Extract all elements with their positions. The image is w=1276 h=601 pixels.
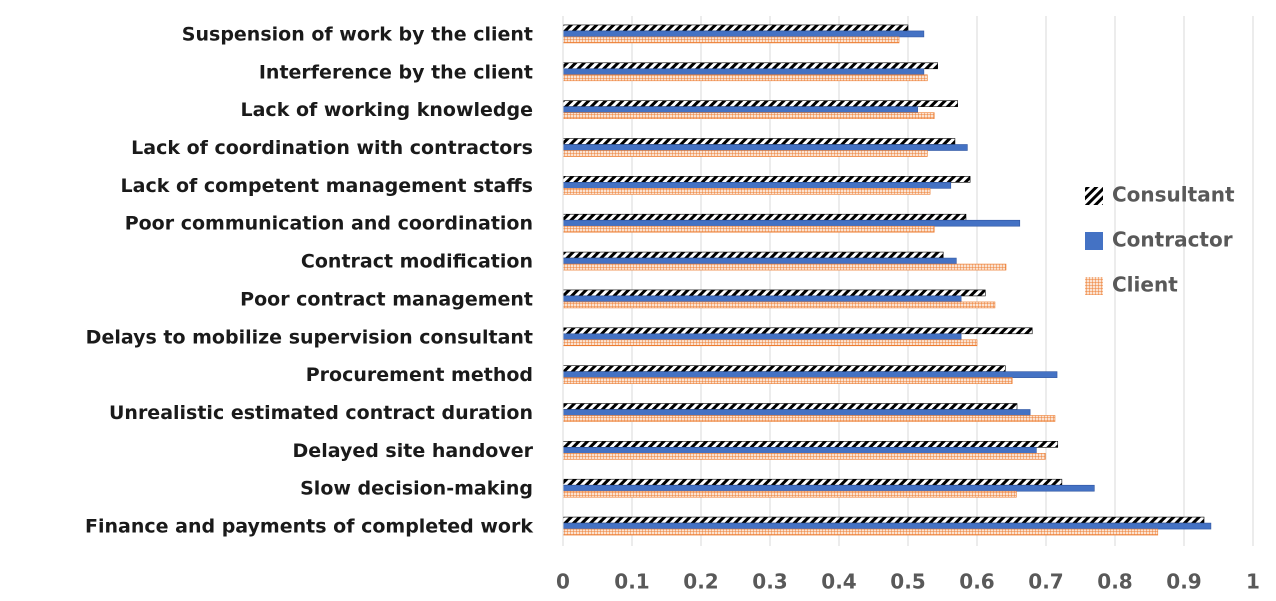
bar [562,176,971,183]
bar [562,371,1058,378]
bar [562,377,1013,384]
bar [562,68,925,76]
bar [562,403,1018,410]
category-label: Suspension of work by the client [182,23,533,45]
category-label: Delayed site handover [293,440,534,462]
bar [562,182,952,189]
x-tick-label: 0.2 [683,570,718,594]
x-tick-label: 0.4 [821,570,856,594]
legend-swatch [1085,187,1103,205]
bar [562,441,1059,448]
bar [562,409,1031,416]
bar [562,100,958,107]
x-tick-label: 0.9 [1166,570,1201,594]
category-label: Delays to mobilize supervision consultan… [86,326,533,348]
legend-label: Consultant [1112,183,1235,207]
category-label: Lack of coordination with contractors [131,137,533,159]
category-label: Poor communication and coordination [125,213,533,235]
bar [562,150,928,157]
bar [562,112,935,119]
category-label: Lack of competent management staffs [121,175,533,197]
legend-label: Contractor [1112,228,1233,252]
bar [562,528,1159,536]
bar [562,453,1046,460]
x-tick-label: 0.6 [959,570,994,594]
bar [562,339,978,347]
bar [562,484,1095,492]
bar [562,74,928,82]
x-tick-label: 0.7 [1028,570,1063,594]
bar [562,295,962,303]
category-label: Lack of working knowledge [241,99,534,121]
bar [562,24,909,32]
bar [562,188,931,195]
bar [562,138,956,145]
bar [562,30,925,38]
bar [562,106,918,113]
bar [562,447,1037,454]
category-label: Interference by the client [259,61,533,83]
bar [562,251,944,259]
x-tick-label: 0.8 [1097,570,1132,594]
bar [562,62,938,70]
legend-label: Client [1112,273,1178,297]
bar [562,213,967,221]
bar [562,490,1017,498]
category-label: Finance and payments of completed work [85,516,533,538]
category-label: Poor contract management [240,288,533,310]
x-tick-label: 0 [556,570,570,594]
bar [562,365,1006,372]
bar [562,219,1021,227]
bar [562,333,962,341]
category-label: Unrealistic estimated contract duration [109,402,533,424]
bar [562,263,1007,271]
x-tick-label: 0.3 [752,570,787,594]
x-tick-label: 0.5 [890,570,925,594]
bar [562,225,935,233]
bar [562,478,1063,486]
bar [562,36,900,44]
bar [562,289,986,297]
x-tick-label: 0.1 [614,570,649,594]
bar [562,415,1056,422]
category-label: Procurement method [306,364,533,386]
legend-swatch [1085,232,1103,250]
x-tick-label: 1 [1246,570,1260,594]
bar [562,301,996,309]
bar [562,327,1033,335]
category-label: Slow decision-making [300,478,533,500]
category-label: Contract modification [301,251,533,273]
legend-swatch [1085,277,1103,295]
bar [562,257,957,265]
bar [562,516,1205,524]
bar [562,144,968,151]
bar [562,522,1212,530]
